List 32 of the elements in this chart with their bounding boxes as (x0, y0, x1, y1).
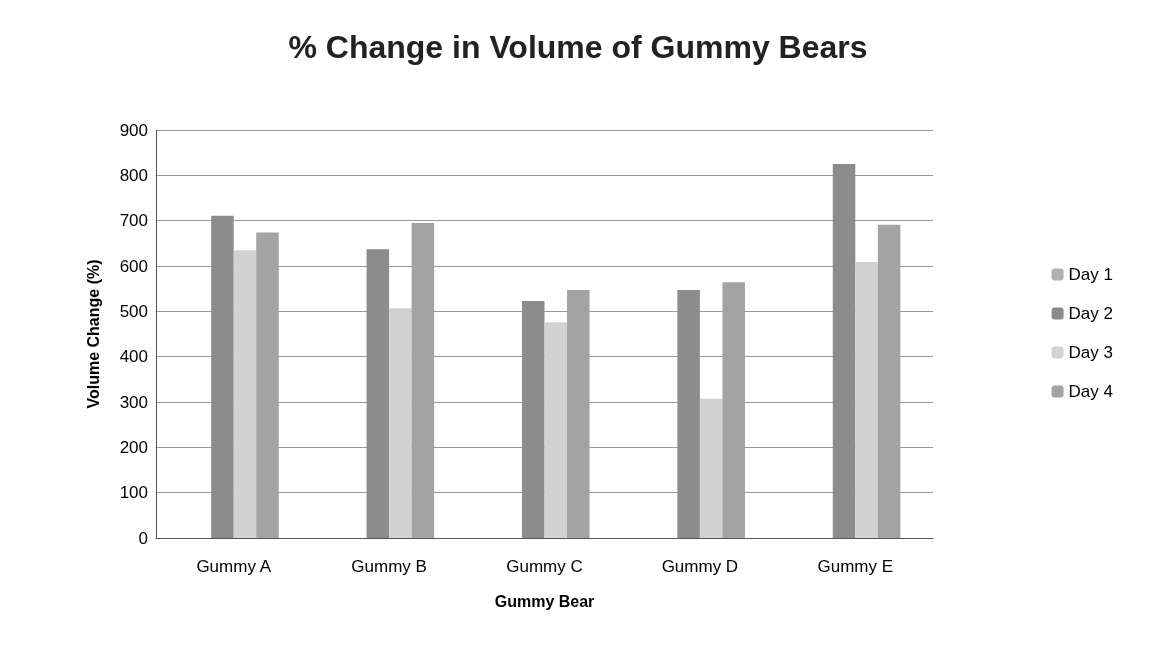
y-tick-label: 500 (119, 301, 148, 321)
bar (521, 300, 545, 538)
x-tick-label: Gummy D (661, 557, 739, 576)
legend-label: Day 1 (1068, 265, 1114, 284)
bar (233, 250, 257, 538)
x-tick-label: Gummy B (351, 557, 427, 576)
y-tick-label: 600 (119, 256, 148, 276)
y-tick-label: 400 (119, 347, 148, 367)
chart-title: % Change in Volume of Gummy Bears (288, 29, 868, 65)
y-tick-label: 100 (119, 483, 148, 503)
bar (366, 249, 390, 538)
y-tick-label: 0 (138, 528, 148, 548)
bar (699, 398, 723, 538)
bar (855, 261, 878, 538)
bar (832, 164, 856, 538)
legend-label: Day 2 (1068, 304, 1114, 323)
bar (211, 215, 234, 538)
x-tick-label: Gummy A (196, 557, 272, 576)
legend-label: Day 3 (1068, 343, 1114, 362)
y-tick-label: 300 (119, 392, 148, 412)
y-tick-label: 200 (119, 437, 148, 457)
bar (677, 290, 700, 538)
bar (389, 308, 412, 538)
x-tick-label: Gummy E (817, 557, 894, 576)
bar (544, 322, 568, 538)
y-axis-title: Volume Change (%) (84, 259, 102, 409)
y-tick-label: 700 (119, 211, 148, 231)
y-tick-label: 800 (119, 165, 148, 185)
x-axis-title: Gummy Bear (494, 592, 595, 610)
x-tick-label: Gummy C (506, 557, 583, 576)
y-tick-label: 900 (119, 120, 148, 140)
legend-label: Day 4 (1068, 382, 1114, 401)
